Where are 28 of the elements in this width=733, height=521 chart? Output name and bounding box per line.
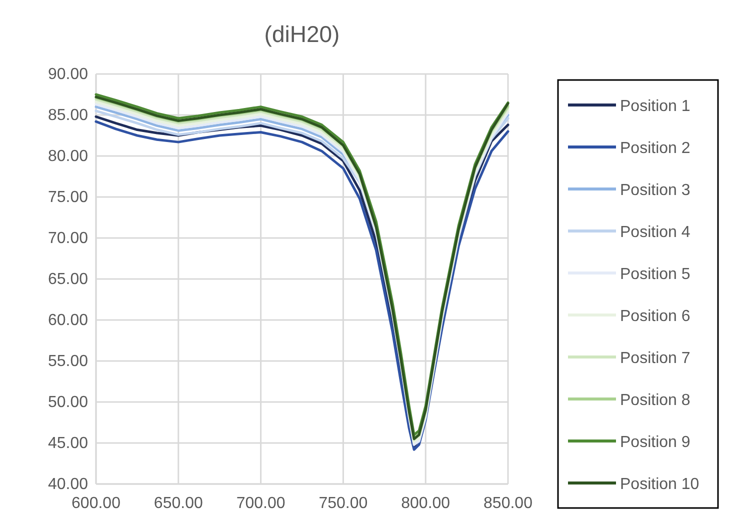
x-tick-label: 750.00 <box>318 495 368 512</box>
x-tick-label: 700.00 <box>236 495 286 512</box>
y-tick-label: 60.00 <box>48 312 88 329</box>
x-tick-label: 800.00 <box>401 495 450 512</box>
y-tick-label: 70.00 <box>48 230 88 247</box>
legend-label: Position 10 <box>620 476 700 493</box>
legend-label: Position 9 <box>620 434 690 451</box>
y-tick-label: 55.00 <box>48 353 88 370</box>
y-tick-label: 85.00 <box>48 107 88 124</box>
y-tick-label: 90.00 <box>48 66 88 83</box>
y-tick-label: 45.00 <box>48 435 88 452</box>
x-tick-label: 850.00 <box>484 495 533 512</box>
y-tick-label: 65.00 <box>48 271 88 288</box>
legend-label: Position 3 <box>620 182 690 199</box>
legend-label: Position 8 <box>620 392 690 409</box>
legend-label: Position 4 <box>620 224 690 241</box>
legend-label: Position 7 <box>620 350 690 367</box>
x-tick-label: 600.00 <box>72 495 121 512</box>
y-tick-label: 75.00 <box>48 189 88 206</box>
y-tick-label: 40.00 <box>48 476 88 493</box>
y-tick-label: 80.00 <box>48 148 88 165</box>
legend-label: Position 2 <box>620 140 690 157</box>
y-tick-label: 50.00 <box>48 394 88 411</box>
legend-label: Position 6 <box>620 308 690 325</box>
legend-label: Position 1 <box>620 98 690 115</box>
chart-title: (diH20) <box>264 21 340 47</box>
legend-label: Position 5 <box>620 266 690 283</box>
x-tick-label: 650.00 <box>154 495 203 512</box>
